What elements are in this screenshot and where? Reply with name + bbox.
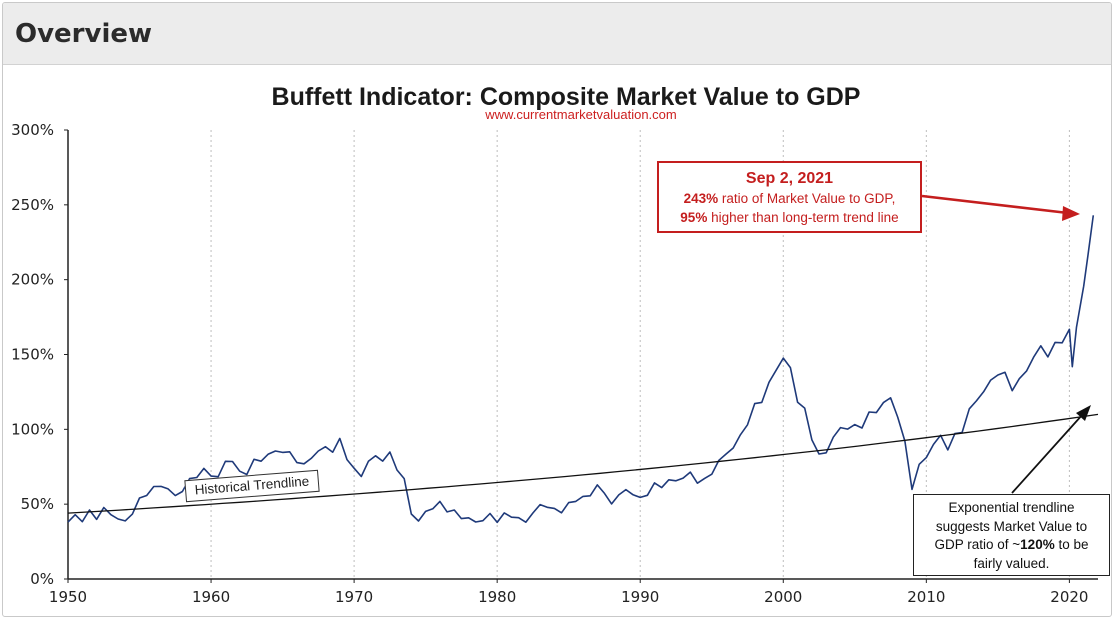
x-tick-label: 1990	[621, 588, 659, 606]
callout-line-2: 95% higher than long-term trend line	[659, 208, 920, 227]
trend-callout-post: to be	[1054, 537, 1089, 552]
x-tick-label: 1980	[478, 588, 516, 606]
latest-value-callout: Sep 2, 2021 243% ratio of Market Value t…	[657, 161, 922, 233]
callout-excess-value: 95%	[680, 210, 708, 225]
trend-callout-arrow-head	[1076, 405, 1091, 421]
axes-layer: 0% 50% 100% 150% 200% 250% 300% 1950 1960 1970 198…	[11, 121, 1098, 606]
y-tick-label: 150%	[11, 346, 54, 364]
trend-callout-line-1: Exponential trendline	[948, 500, 1075, 515]
callout-excess-text: higher than long-term trend line	[707, 210, 899, 225]
y-tick-label: 200%	[11, 271, 54, 289]
callout-date: Sep 2, 2021	[745, 170, 834, 187]
y-tick-label: 100%	[11, 420, 54, 438]
y-tick-label: 0%	[30, 570, 54, 588]
trend-callout-line-3: GDP ratio of ~120% to be	[914, 536, 1109, 555]
y-tick-label: 300%	[11, 121, 54, 139]
y-tick-label: 50%	[21, 495, 54, 513]
panel-title: Overview	[15, 18, 153, 49]
latest-callout-arrow-head	[1062, 206, 1080, 221]
chart-subtitle: www.currentmarketvaluation.com	[484, 107, 676, 122]
x-tick-label: 2020	[1050, 588, 1088, 606]
callout-ratio-value: 243%	[683, 191, 719, 206]
chart-title: Buffett Indicator: Composite Market Valu…	[272, 83, 861, 111]
trend-callout-value: 120%	[1020, 537, 1055, 552]
historical-trendline	[67, 413, 1099, 514]
x-tick-label: 1960	[192, 588, 230, 606]
x-tick-label: 2000	[764, 588, 802, 606]
callout-line-1: 243% ratio of Market Value to GDP,	[659, 189, 920, 208]
series-layer	[67, 215, 1099, 524]
arrow-layer	[921, 194, 1091, 494]
callout-ratio-text: ratio of Market Value to GDP,	[718, 191, 896, 206]
trend-callout: Exponential trendline suggests Market Va…	[913, 494, 1110, 576]
trend-callout-line-2: suggests Market Value to	[935, 518, 1088, 534]
x-tick-label: 2010	[907, 588, 945, 606]
panel-header: Overview	[3, 3, 1111, 65]
trend-callout-arrow-line	[1011, 413, 1084, 494]
latest-callout-arrow-line	[921, 194, 1069, 215]
trend-callout-pre: GDP ratio of ~	[934, 537, 1021, 552]
y-tick-label: 250%	[11, 196, 54, 214]
x-tick-label: 1950	[49, 588, 87, 606]
x-tick-label: 1970	[335, 588, 373, 606]
trend-callout-line-4: fairly valued.	[973, 555, 1050, 571]
market-value-to-gdp-line	[67, 215, 1095, 524]
